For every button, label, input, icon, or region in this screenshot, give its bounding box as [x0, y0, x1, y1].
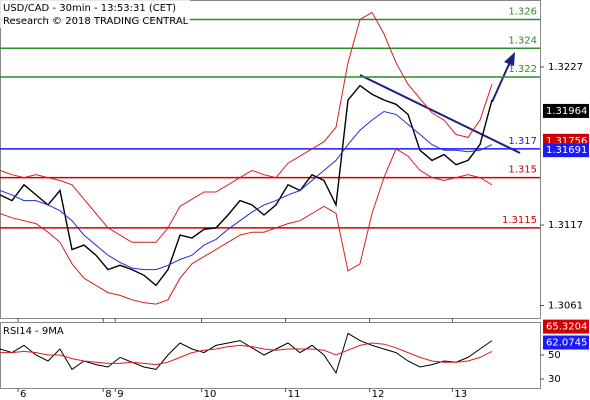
indicator-line: [0, 110, 493, 271]
price-tag-label: 1.31964: [546, 106, 587, 117]
rsi-tag-label: 62.0745: [546, 338, 587, 349]
level-label: 1.315: [508, 165, 537, 176]
x-tick-label: 6: [20, 389, 26, 400]
forecast-arrow: [491, 61, 511, 103]
price-tag-label: 1.31756: [546, 136, 587, 147]
x-tick-label: 12: [372, 389, 385, 400]
price-panel: [0, 0, 541, 319]
x-tick-label: 8: [105, 389, 111, 400]
price-tag-label: 1.31691: [546, 145, 587, 156]
rsi-tag-label: 65.3204: [546, 322, 587, 333]
x-tick-label: 10: [204, 389, 217, 400]
price-tag: [543, 143, 589, 158]
indicator-line: [0, 148, 493, 305]
rsi-tag: [543, 335, 589, 350]
y-tick-label: 1.3061: [548, 300, 583, 311]
arrow-head: [504, 52, 515, 66]
level-label: 1.324: [508, 35, 537, 46]
rsi-title: RSI14 - 9MA: [3, 326, 64, 337]
rsi-line: [0, 332, 493, 375]
trend-line: [359, 74, 521, 154]
level-label: 1.3115: [502, 215, 537, 226]
x-tick-label: 11: [288, 389, 301, 400]
chart-subtitle: Research © 2018 TRADING CENTRAL: [3, 16, 189, 27]
level-label: 1.322: [508, 64, 537, 75]
chart-title: USD/CAD - 30min - 13:53:31 (CET): [3, 3, 176, 14]
title-backdrop: [0, 0, 190, 28]
rsi-tick-label: 50: [548, 350, 561, 361]
rsi-tick-label: 30: [548, 374, 561, 385]
price-tag: [543, 103, 589, 118]
x-tick-label: 9: [117, 389, 123, 400]
level-label: 1.326: [508, 7, 537, 18]
y-tick-label: 1.3117: [548, 220, 583, 231]
rsi-tag: [543, 319, 589, 334]
level-label: 1.317: [508, 136, 537, 147]
y-tick-label: 1.3227: [548, 62, 583, 73]
rsi-ma-line: [0, 342, 493, 366]
price-line: [0, 84, 493, 287]
indicator-line: [0, 11, 493, 243]
x-tick-label: 13: [454, 389, 467, 400]
